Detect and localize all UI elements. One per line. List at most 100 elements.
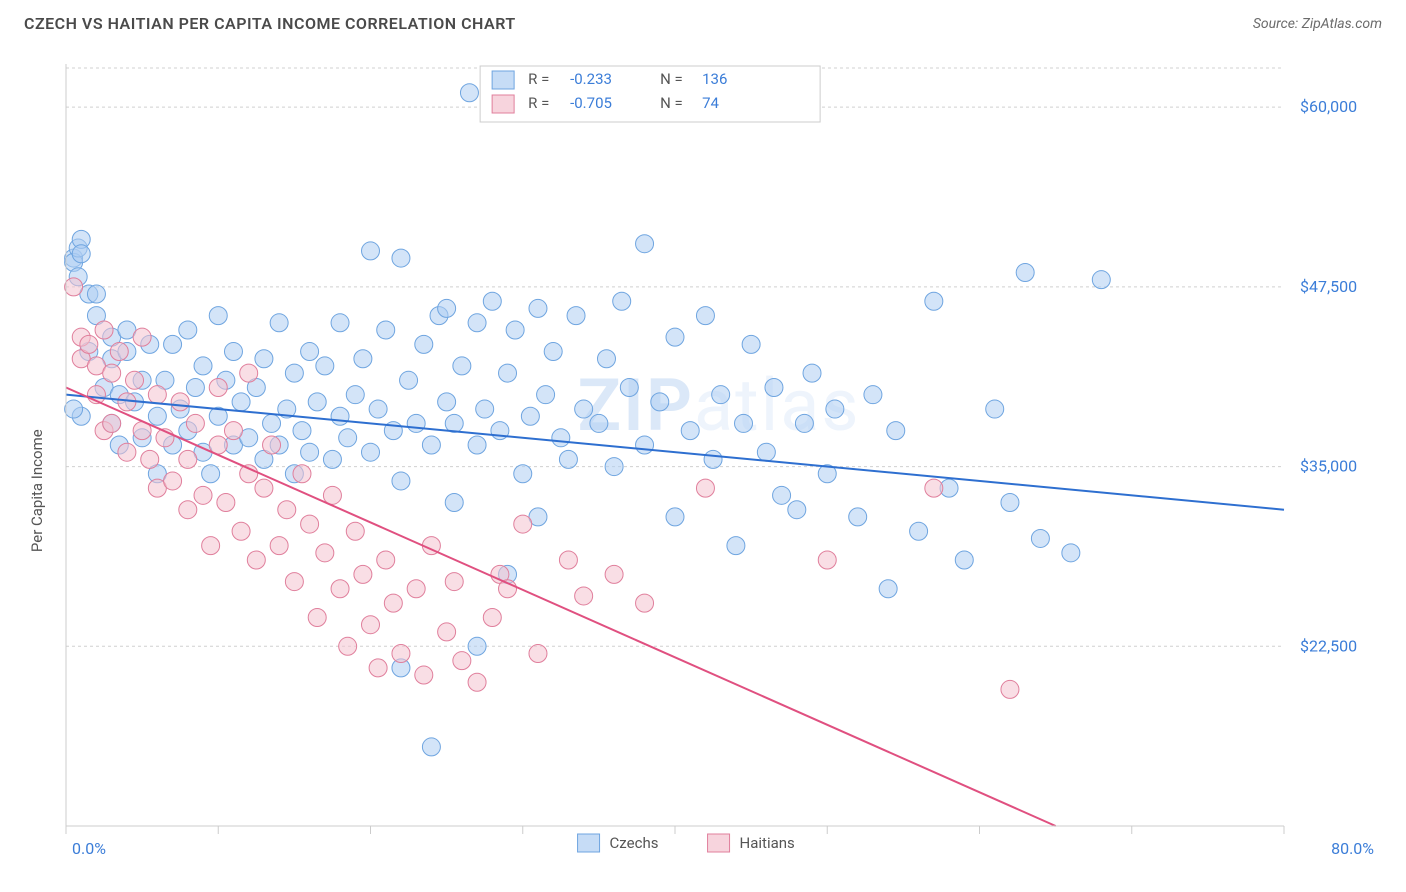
data-point xyxy=(133,328,151,346)
data-point xyxy=(126,371,144,389)
data-point xyxy=(605,565,623,583)
legend-r-label: R = xyxy=(528,70,549,88)
data-point xyxy=(164,335,182,353)
data-point xyxy=(331,407,349,425)
data-point xyxy=(339,637,357,655)
data-point xyxy=(362,242,380,260)
data-point xyxy=(575,587,593,605)
data-point xyxy=(285,364,303,382)
data-point xyxy=(468,637,486,655)
data-point xyxy=(590,414,608,432)
data-point xyxy=(445,494,463,512)
data-point xyxy=(232,522,250,540)
data-point xyxy=(171,393,189,411)
data-point xyxy=(72,245,90,263)
data-point xyxy=(468,673,486,691)
data-point xyxy=(164,472,182,490)
data-point xyxy=(415,666,433,684)
data-point xyxy=(400,371,418,389)
data-point xyxy=(1092,271,1110,289)
data-point xyxy=(141,450,159,468)
data-point xyxy=(681,422,699,440)
data-point xyxy=(552,429,570,447)
data-point xyxy=(803,364,821,382)
data-point xyxy=(1016,263,1034,281)
data-point xyxy=(331,580,349,598)
data-point xyxy=(529,644,547,662)
data-point xyxy=(247,551,265,569)
data-point xyxy=(514,515,532,533)
data-point xyxy=(445,573,463,591)
data-point xyxy=(605,458,623,476)
scatter-chart: $22,500$35,000$47,500$60,000ZIPatlas0.0%… xyxy=(24,50,1382,868)
data-point xyxy=(514,465,532,483)
data-point xyxy=(285,573,303,591)
data-point xyxy=(339,429,357,447)
data-point xyxy=(118,443,136,461)
data-point xyxy=(1031,529,1049,547)
y-tick-label: $60,000 xyxy=(1300,97,1357,116)
data-point xyxy=(537,386,555,404)
data-point xyxy=(826,400,844,418)
data-point xyxy=(445,414,463,432)
x-min-label: 0.0% xyxy=(72,839,106,858)
data-point xyxy=(696,307,714,325)
y-tick-label: $47,500 xyxy=(1300,277,1357,296)
chart-header: CZECH VS HAITIAN PER CAPITA INCOME CORRE… xyxy=(0,0,1406,43)
data-point xyxy=(323,486,341,504)
data-point xyxy=(712,386,730,404)
data-point xyxy=(483,609,501,627)
data-point xyxy=(765,378,783,396)
data-point xyxy=(407,580,425,598)
data-point xyxy=(354,565,372,583)
data-point xyxy=(87,285,105,303)
data-point xyxy=(224,343,242,361)
data-point xyxy=(544,343,562,361)
data-point xyxy=(666,328,684,346)
stats-legend: R =-0.233N =136R =-0.705N =74 xyxy=(480,66,820,122)
chart-source: Source: ZipAtlas.com xyxy=(1253,16,1382,32)
data-point xyxy=(575,400,593,418)
data-point xyxy=(925,292,943,310)
legend-label: Czechs xyxy=(610,834,659,852)
data-point xyxy=(202,465,220,483)
data-point xyxy=(331,314,349,332)
data-point xyxy=(346,386,364,404)
data-point xyxy=(506,321,524,339)
data-point xyxy=(879,580,897,598)
data-point xyxy=(483,292,501,310)
data-point xyxy=(559,450,577,468)
data-point xyxy=(636,436,654,454)
data-point xyxy=(110,343,128,361)
data-point xyxy=(559,551,577,569)
data-point xyxy=(263,414,281,432)
legend-n-label: N = xyxy=(660,70,683,88)
data-point xyxy=(422,436,440,454)
data-point xyxy=(735,414,753,432)
data-point xyxy=(103,414,121,432)
data-point xyxy=(377,551,395,569)
y-tick-label: $35,000 xyxy=(1300,457,1357,476)
data-point xyxy=(362,616,380,634)
data-point xyxy=(148,386,166,404)
data-point xyxy=(301,515,319,533)
data-point xyxy=(316,357,334,375)
data-point xyxy=(1001,494,1019,512)
legend-n-label: N = xyxy=(660,94,683,112)
data-point xyxy=(346,522,364,540)
data-point xyxy=(666,508,684,526)
data-point xyxy=(453,652,471,670)
data-point xyxy=(255,350,273,368)
data-point xyxy=(270,314,288,332)
data-point xyxy=(362,443,380,461)
data-point xyxy=(567,307,585,325)
data-point xyxy=(301,443,319,461)
data-point xyxy=(757,443,775,461)
data-point xyxy=(651,393,669,411)
legend-r-value: -0.705 xyxy=(570,94,612,112)
data-point xyxy=(194,486,212,504)
data-point xyxy=(392,249,410,267)
legend-swatch xyxy=(492,71,514,89)
data-point xyxy=(217,494,235,512)
legend-swatch xyxy=(492,95,514,113)
